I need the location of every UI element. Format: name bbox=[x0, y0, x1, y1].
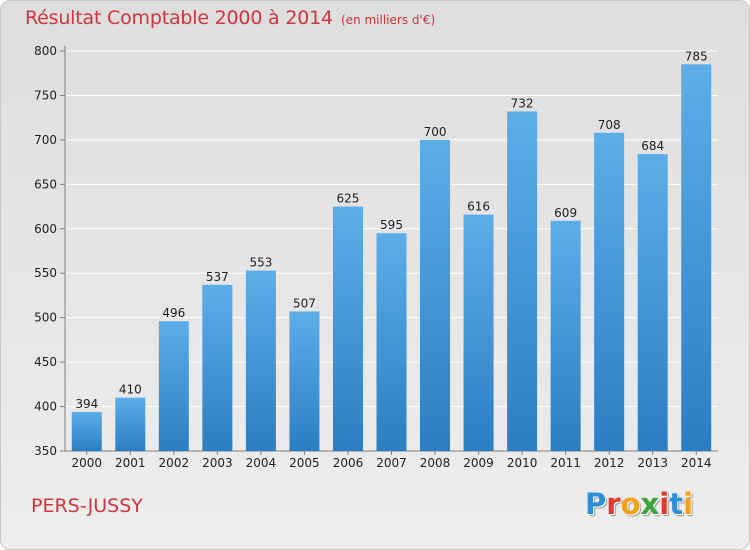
x-tick-label: 2009 bbox=[463, 456, 494, 470]
y-tick-label: 350 bbox=[34, 444, 57, 458]
y-tick-label: 550 bbox=[34, 266, 57, 280]
bar bbox=[420, 139, 451, 451]
y-tick-label: 500 bbox=[34, 311, 57, 325]
data-label: 785 bbox=[685, 49, 708, 63]
data-label: 684 bbox=[641, 139, 664, 153]
bar bbox=[637, 154, 668, 451]
data-label: 625 bbox=[337, 192, 360, 206]
logo-letter: P bbox=[585, 487, 607, 521]
bar bbox=[594, 132, 625, 451]
bar bbox=[681, 64, 712, 452]
data-label: 496 bbox=[162, 306, 185, 320]
data-label: 394 bbox=[75, 397, 98, 411]
x-tick-label: 2003 bbox=[202, 456, 233, 470]
x-tick-label: 2001 bbox=[115, 456, 146, 470]
x-tick-label: 2004 bbox=[246, 456, 277, 470]
logo-letter: t bbox=[669, 487, 684, 521]
data-label: 537 bbox=[206, 270, 229, 284]
data-label: 732 bbox=[511, 96, 534, 110]
x-tick-label: 2002 bbox=[159, 456, 190, 470]
bar bbox=[550, 220, 581, 451]
x-tick-label: 2012 bbox=[594, 456, 625, 470]
x-tick-label: 2014 bbox=[681, 456, 712, 470]
y-tick-label: 700 bbox=[34, 133, 57, 147]
data-label: 595 bbox=[380, 218, 403, 232]
bar bbox=[71, 411, 102, 451]
y-tick-label: 750 bbox=[34, 88, 57, 102]
logo-letter: x bbox=[640, 487, 660, 521]
data-label: 507 bbox=[293, 296, 316, 310]
logo-letter: o bbox=[620, 487, 641, 521]
bar bbox=[115, 397, 146, 451]
logo-letter: i bbox=[659, 487, 670, 521]
data-label: 700 bbox=[424, 125, 447, 139]
y-tick-label: 600 bbox=[34, 222, 57, 236]
data-label: 616 bbox=[467, 200, 490, 214]
city-name: PERS-JUSSY bbox=[31, 495, 143, 517]
bar bbox=[245, 270, 276, 451]
y-tick-label: 450 bbox=[34, 355, 57, 369]
x-tick-label: 2005 bbox=[289, 456, 320, 470]
bar bbox=[376, 233, 407, 451]
x-tick-label: 2010 bbox=[507, 456, 538, 470]
bar bbox=[332, 206, 363, 451]
data-label: 609 bbox=[554, 206, 577, 220]
x-tick-label: 2007 bbox=[376, 456, 407, 470]
x-tick-label: 2000 bbox=[71, 456, 102, 470]
x-tick-label: 2006 bbox=[333, 456, 364, 470]
y-tick-label: 800 bbox=[34, 44, 57, 58]
bar bbox=[158, 321, 189, 451]
bar bbox=[202, 284, 233, 451]
x-tick-label: 2011 bbox=[550, 456, 581, 470]
x-tick-label: 2008 bbox=[420, 456, 451, 470]
data-label: 410 bbox=[119, 383, 142, 397]
bar bbox=[463, 214, 494, 451]
y-tick-label: 650 bbox=[34, 177, 57, 191]
data-label: 708 bbox=[598, 118, 621, 132]
x-tick-label: 2013 bbox=[637, 456, 668, 470]
logo-letter: r bbox=[606, 487, 621, 521]
data-label: 553 bbox=[249, 256, 272, 270]
logo-letter: i bbox=[683, 487, 694, 521]
y-tick-label: 400 bbox=[34, 400, 57, 414]
chart-subtitle: (en milliers d'€) bbox=[341, 13, 436, 27]
proxiti-logo: Proxiti bbox=[585, 487, 693, 521]
bar bbox=[289, 311, 320, 451]
bar bbox=[507, 111, 538, 451]
chart-title: Résultat Comptable 2000 à 2014 bbox=[25, 7, 333, 29]
